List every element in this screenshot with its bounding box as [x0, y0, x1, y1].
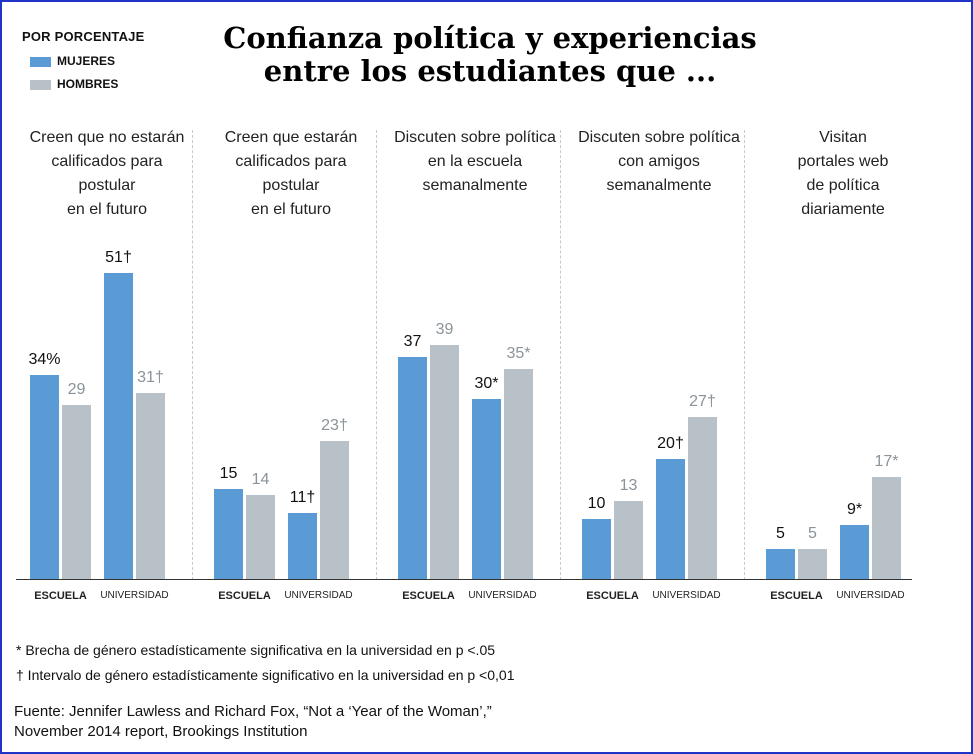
bar-hombres-3-0: [614, 501, 643, 579]
source-citation: Fuente: Jennifer Lawless and Richard Fox…: [14, 702, 492, 742]
value-label-mujeres-0-0: 34%: [28, 351, 61, 368]
bar-mujeres-4-1: [840, 525, 869, 579]
group-title-1-line-1: calificados para: [235, 153, 347, 170]
bar-hombres-4-0: [798, 549, 827, 579]
group-divider-3: [560, 130, 561, 580]
value-label-hombres-0-1: 31†: [137, 369, 164, 386]
group-title-2-line-0: Discuten sobre política: [394, 129, 556, 146]
x-tick-label-2-0: ESCUELA: [402, 590, 455, 602]
value-label-mujeres-3-0: 10: [587, 495, 606, 512]
source-line-1: Fuente: Jennifer Lawless and Richard Fox…: [14, 703, 492, 720]
value-label-mujeres-1-0: 15: [219, 465, 238, 482]
group-title-0-line-1: calificados para: [51, 153, 163, 170]
group-title-1: Creen que estarán calificados para postula…: [201, 126, 381, 222]
chart-title-line-1: Confianza política y experiencias: [223, 21, 757, 55]
footnote-star: * Brecha de género estadísticamente sign…: [16, 642, 496, 658]
group-title-1-line-2: postular: [262, 177, 320, 194]
x-tick-label-2-1: UNIVERSIDAD: [468, 590, 537, 601]
group-title-0-line-2: postular: [78, 177, 136, 194]
value-label-mujeres-1-1: 11†: [289, 489, 316, 506]
legend-item-mujeres: MUJERES: [30, 54, 115, 68]
bar-mujeres-0-1: [104, 273, 133, 579]
legend-label-hombres: HOMBRES: [57, 77, 119, 91]
group-divider-1: [192, 130, 193, 580]
bar-mujeres-4-0: [766, 549, 795, 579]
bar-hombres-4-1: [872, 477, 901, 579]
group-title-3-line-2: semanalmente: [606, 177, 712, 194]
bar-hombres-1-0: [246, 495, 275, 579]
group-title-0-line-0: Creen que no estarán: [29, 129, 185, 146]
bar-hombres-1-1: [320, 441, 349, 579]
group-title-2: Discuten sobre política en la escuela sema…: [385, 126, 565, 198]
group-title-0: Creen que no estarán calificados para post…: [17, 126, 197, 222]
x-axis-baseline: [16, 579, 912, 580]
value-label-hombres-1-1: 23†: [321, 417, 348, 434]
bar-mujeres-2-0: [398, 357, 427, 579]
value-label-hombres-2-0: 39: [435, 321, 454, 338]
value-label-hombres-4-0: 5: [808, 525, 817, 542]
value-label-hombres-1-0: 14: [251, 471, 270, 488]
x-tick-label-0-0: ESCUELA: [34, 590, 87, 602]
bar-mujeres-1-0: [214, 489, 243, 579]
bar-hombres-0-1: [136, 393, 165, 579]
x-tick-label-4-1: UNIVERSIDAD: [836, 590, 905, 601]
group-title-2-line-1: en la escuela: [427, 153, 523, 170]
x-tick-label-3-0: ESCUELA: [586, 590, 639, 602]
source-line-2: November 2014 report, Brookings Institut…: [14, 723, 308, 740]
x-tick-label-0-1: UNIVERSIDAD: [100, 590, 169, 601]
group-title-4-line-3: diariamente: [801, 201, 885, 218]
value-label-mujeres-3-1: 20†: [657, 435, 684, 452]
value-label-mujeres-4-1: 9*: [846, 501, 863, 518]
bar-hombres-0-0: [62, 405, 91, 579]
group-divider-2: [376, 130, 377, 580]
bar-mujeres-3-0: [582, 519, 611, 579]
bar-hombres-2-0: [430, 345, 459, 579]
value-label-hombres-4-1: 17*: [874, 453, 899, 470]
group-divider-4: [744, 130, 745, 580]
legend-swatch-hombres: [30, 79, 51, 90]
value-label-mujeres-2-0: 37: [403, 333, 422, 350]
group-title-4-line-0: Visitan: [819, 129, 867, 146]
value-label-hombres-3-1: 27†: [689, 393, 716, 410]
group-title-0-line-3: en el futuro: [66, 201, 148, 218]
group-title-3-line-1: con amigos: [618, 153, 700, 170]
group-title-4-line-2: de política: [806, 177, 880, 194]
bar-mujeres-3-1: [656, 459, 685, 579]
chart-title-line-2: entre los estudiantes que ...: [263, 54, 717, 88]
x-tick-label-1-1: UNIVERSIDAD: [284, 590, 353, 601]
x-tick-label-1-0: ESCUELA: [218, 590, 271, 602]
footnote-dagger: † Intervalo de género estadísticamente s…: [16, 667, 515, 683]
group-title-3-line-0: Discuten sobre política: [578, 129, 740, 146]
legend-item-hombres: HOMBRES: [30, 77, 118, 91]
bar-hombres-2-1: [504, 369, 533, 579]
bar-mujeres-2-1: [472, 399, 501, 579]
legend-swatch-mujeres: [30, 56, 51, 67]
group-title-3: Discuten sobre política con amigos semanal…: [569, 126, 749, 198]
x-tick-label-3-1: UNIVERSIDAD: [652, 590, 721, 601]
chart-title: Confianza política y experiencias entre …: [180, 22, 800, 88]
bar-hombres-3-1: [688, 417, 717, 579]
value-label-hombres-0-0: 29: [67, 381, 86, 398]
legend-label-mujeres: MUJERES: [57, 54, 116, 68]
group-title-1-line-0: Creen que estarán: [224, 129, 358, 146]
bar-mujeres-1-1: [288, 513, 317, 579]
group-title-1-line-3: en el futuro: [250, 201, 332, 218]
group-title-2-line-2: semanalmente: [422, 177, 528, 194]
value-label-hombres-2-1: 35*: [506, 345, 531, 362]
group-title-4-line-1: portales web: [797, 153, 889, 170]
value-label-mujeres-0-1: 51†: [105, 249, 132, 266]
x-tick-label-4-0: ESCUELA: [770, 590, 823, 602]
value-label-mujeres-2-1: 30*: [474, 375, 499, 392]
value-label-hombres-3-0: 13: [619, 477, 638, 494]
value-label-mujeres-4-0: 5: [776, 525, 785, 542]
legend-title: POR PORCENTAJE: [22, 29, 145, 44]
bar-mujeres-0-0: [30, 375, 59, 579]
group-title-4: Visitan portales web de política diariament…: [753, 126, 933, 222]
